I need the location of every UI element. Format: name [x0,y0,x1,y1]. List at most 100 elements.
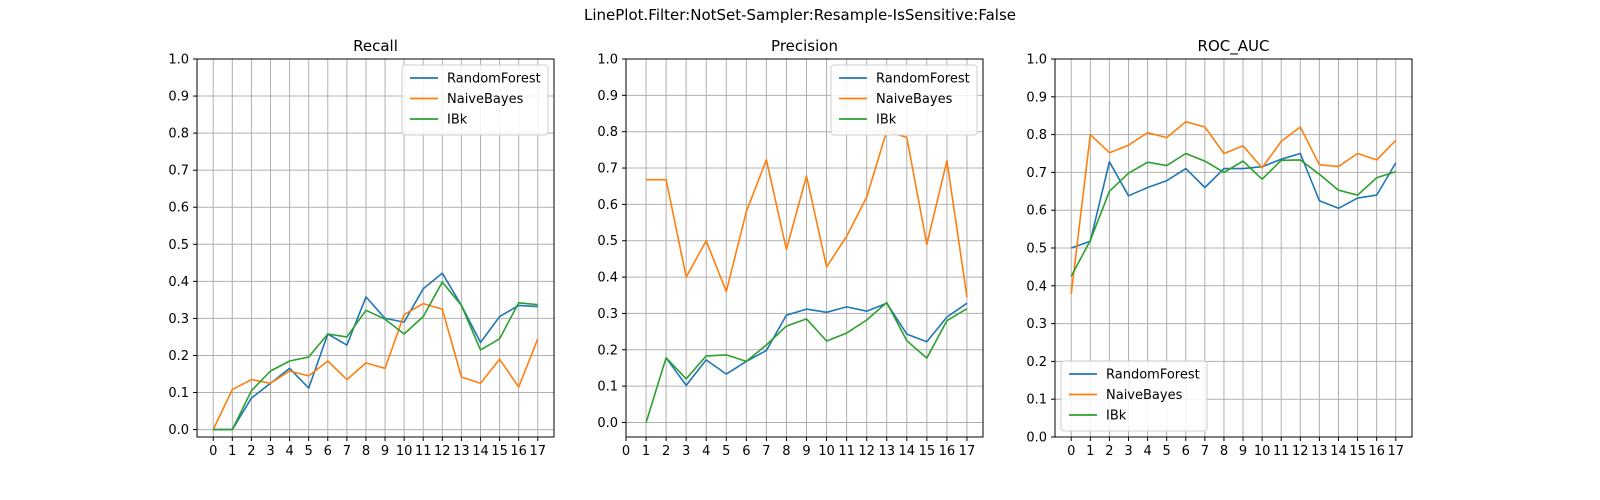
x-tick-label: 0 [1067,444,1075,459]
x-tick-label: 4 [1143,444,1151,459]
y-tick-label: 0.5 [597,234,618,249]
series-line-naivebayes [212,302,539,430]
x-tick-label: 12 [1292,444,1309,459]
y-tick-label: 0.1 [1026,393,1047,408]
x-tick-label: 13 [878,444,895,459]
x-tick-label: 10 [1254,444,1271,459]
y-tick-label: 0.4 [1026,279,1047,294]
x-tick-label: 11 [415,444,432,459]
x-tick-label: 5 [305,444,313,459]
x-tick-label: 4 [285,444,293,459]
x-tick-label: 15 [1349,444,1366,459]
x-tick-label: 14 [472,444,489,459]
x-tick-label: 17 [959,444,976,459]
x-tick-label: 9 [1239,444,1247,459]
legend-label-randomforest: RandomForest [1106,368,1200,383]
series-line-randomforest [665,302,968,387]
series-line-ibk [213,281,538,431]
x-tick-label: 14 [1330,444,1347,459]
x-tick-label: 11 [1273,444,1290,459]
x-tick-label: 16 [1368,444,1385,459]
x-tick-label: 0 [209,444,217,459]
series-line-randomforest [1070,152,1397,249]
legend-label-naivebayes: NaiveBayes [876,92,953,107]
legend-box [401,64,549,136]
x-tick-label: 2 [1105,444,1113,459]
y-tick-label: 0.2 [1026,355,1047,370]
y-tick-label: 0.2 [168,349,189,364]
series-line-ibk [1070,152,1397,277]
y-tick-label: 0.7 [597,162,618,177]
y-tick-label: 0.5 [1026,242,1047,257]
x-tick-label: 12 [434,444,451,459]
x-tick-label: 7 [762,444,770,459]
x-tick-label: 1 [642,444,650,459]
x-tick-label: 9 [802,444,810,459]
x-tick-label: 2 [247,444,255,459]
y-tick-label: 0.9 [1026,90,1047,105]
chart-title: Recall [353,37,398,55]
legend-label-ibk: IBk [1106,409,1127,424]
x-tick-label: 17 [529,444,546,459]
x-tick-label: 12 [858,444,875,459]
x-tick-label: 4 [702,444,710,459]
y-tick-label: 0.7 [168,164,189,179]
chart-title: Precision [771,37,838,55]
chart-title: ROC_AUC [1198,37,1270,56]
x-tick-label: 3 [266,444,274,459]
x-tick-label: 0 [622,444,630,459]
legend-label-naivebayes: NaiveBayes [447,92,524,107]
x-tick-label: 6 [324,444,332,459]
figure-title: LinePlot.Filter:NotSet-Sampler:Resample-… [583,6,1017,24]
legend: RandomForest NaiveBayes IBk [1060,360,1208,432]
y-tick-label: 0.6 [597,198,618,213]
legend-label-ibk: IBk [876,113,897,128]
x-tick-label: 9 [381,444,389,459]
legend-label-ibk: IBk [447,113,468,128]
y-tick-label: 0.6 [1026,204,1047,219]
plot-frame [196,58,555,438]
y-tick-label: 0.7 [1026,166,1047,181]
y-tick-label: 0.4 [597,271,618,286]
plot-frame [625,58,984,438]
chart-roc-auc: 0 1 2 3 4 5 6 7 8 9 10 11 12 13 14 15 16 170.00.10.20.30.… [1026,37,1413,459]
y-tick-label: 0.1 [168,386,189,401]
y-tick-label: 0.0 [597,416,618,431]
series-line-randomforest [213,272,538,431]
legend-box [1060,360,1208,432]
y-tick-label: 0.0 [168,423,189,438]
x-tick-label: 10 [396,444,413,459]
y-tick-label: 0.3 [597,307,618,322]
y-tick-label: 0.6 [168,201,189,216]
x-tick-label: 3 [1124,444,1132,459]
series-line-naivebayes [1070,120,1397,295]
x-tick-label: 13 [1311,444,1328,459]
chart-precision: 0 1 2 3 4 5 6 7 8 9 10 11 12 13 14 15 16 170.00.10.20.30.… [597,37,984,459]
x-tick-label: 14 [899,444,916,459]
x-tick-label: 10 [818,444,835,459]
x-tick-label: 16 [510,444,527,459]
x-tick-label: 8 [1220,444,1228,459]
x-tick-label: 11 [838,444,855,459]
y-tick-label: 0.9 [168,90,189,105]
x-tick-label: 17 [1387,444,1404,459]
x-tick-label: 3 [682,444,690,459]
y-tick-label: 1.0 [1026,53,1047,68]
legend: RandomForest NaiveBayes IBk [830,64,978,136]
legend-label-naivebayes: NaiveBayes [1106,388,1183,403]
y-tick-label: 0.8 [1026,128,1047,143]
series-line-naivebayes [646,130,968,298]
y-tick-label: 1.0 [168,53,189,68]
chart-recall: 0 1 2 3 4 5 6 7 8 9 10 11 12 13 14 15 16 170.00.10.20.30.… [168,37,555,459]
x-tick-label: 1 [228,444,236,459]
y-tick-label: 0.8 [168,127,189,142]
legend: RandomForest NaiveBayes IBk [401,64,549,136]
y-tick-label: 0.3 [168,312,189,327]
x-tick-label: 8 [362,444,370,459]
x-tick-label: 2 [662,444,670,459]
x-tick-label: 1 [1086,444,1094,459]
y-tick-label: 0.3 [1026,317,1047,332]
x-tick-label: 13 [453,444,470,459]
